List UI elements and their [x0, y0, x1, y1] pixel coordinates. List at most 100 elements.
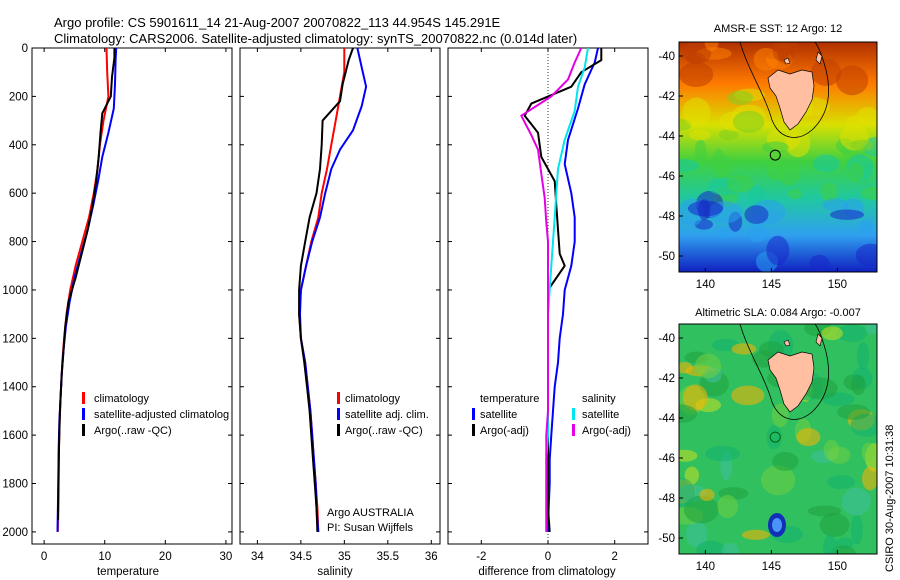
- field-patch: [861, 186, 877, 201]
- field-patch: [717, 494, 738, 519]
- sla-map-frame: [678, 323, 878, 555]
- map-x-tick-label: 150: [828, 561, 847, 573]
- x-tick-label: 30: [220, 551, 233, 563]
- field-patch: [820, 182, 838, 202]
- map-y-tick-label: -48: [658, 493, 675, 505]
- argo-program-label: Argo AUSTRALIA: [327, 507, 414, 519]
- legend-swatch-temp-argo: [472, 424, 475, 436]
- y-tick-label: 1200: [2, 333, 28, 345]
- map-y-tick-label: -46: [658, 453, 675, 465]
- chart-title-line1: Argo profile: CS 5901611_14 21-Aug-2007 …: [54, 15, 501, 30]
- salinity-plot-frame: [239, 47, 441, 545]
- field-patch: [861, 442, 875, 463]
- x-tick-label: 36: [425, 551, 438, 563]
- salinity-xlabel: salinity: [317, 566, 352, 578]
- field-patch: [819, 513, 850, 537]
- x-tick-label: 34: [251, 551, 264, 563]
- sla-islands: [783, 333, 823, 347]
- y-tick-label: 0: [22, 43, 28, 55]
- legend-swatch-sal-argo: [572, 424, 575, 436]
- sla-shelf-contour: [739, 324, 829, 420]
- map-y-tick-label: -46: [658, 171, 675, 183]
- field-patch: [696, 540, 726, 554]
- field-patch: [855, 243, 877, 267]
- map-y-tick-label: -48: [658, 211, 675, 223]
- field-patch: [687, 200, 724, 217]
- series-line: [299, 48, 368, 532]
- field-patch: [862, 466, 877, 491]
- sst-map-panel: AMSR-E SST: 12 Argo: 12 140 145 150 -40 -42 -…: [658, 23, 878, 291]
- x-tick-label: 34.5: [290, 551, 312, 563]
- field-patch: [753, 47, 779, 71]
- legend-label-satellite: satellite adj. clim.: [345, 409, 429, 421]
- sst-field-texture: [679, 42, 877, 272]
- map-y-tick-label: -42: [658, 91, 675, 103]
- map-y-tick-label: -44: [658, 413, 675, 425]
- sst-tasmania-land: [767, 69, 815, 131]
- field-patch: [766, 425, 782, 450]
- field-patch: [704, 42, 719, 52]
- series-line: [57, 48, 116, 520]
- field-patch: [705, 445, 741, 462]
- field-patch: [809, 254, 830, 272]
- field-patch: [850, 139, 874, 152]
- salinity-lines: [298, 48, 368, 532]
- field-patch: [761, 465, 796, 496]
- field-patch: [683, 495, 719, 524]
- temperature-lines: [56, 48, 118, 532]
- x-tick-label: 35.5: [377, 551, 399, 563]
- field-patch: [830, 209, 864, 220]
- salinity-legend: climatology satellite adj. clim. Argo(..…: [337, 392, 429, 437]
- field-patch: [851, 374, 866, 396]
- x-tick-label: 35: [338, 551, 351, 563]
- legend-label-climatology: climatology: [94, 393, 150, 405]
- series-line: [298, 48, 354, 532]
- legend-label-satellite: satellite-adjusted climatolog: [94, 409, 229, 421]
- difference-ticks: -2 0 2: [448, 47, 648, 563]
- field-patch: [762, 141, 789, 154]
- temperature-panel: 0 10 20 30 0 200 400 600 800 1000 1200 1400 1600 1800…: [2, 43, 233, 578]
- y-tick-label: 1400: [2, 382, 28, 394]
- sla-argo-location-marker: [769, 431, 781, 443]
- field-patch: [683, 384, 708, 411]
- field-patch: [679, 404, 698, 423]
- y-tick-label: 200: [9, 91, 28, 103]
- y-tick-label: 1800: [2, 479, 28, 491]
- field-patch: [731, 385, 765, 406]
- legend-label-climatology: climatology: [345, 393, 401, 405]
- field-patch: [836, 324, 868, 343]
- sla-map-panel: Altimetric SLA: 0.084 Argo: -0.007 140 14…: [658, 307, 878, 573]
- field-patch: [694, 353, 722, 379]
- field-patch: [865, 324, 877, 335]
- temperature-plot-frame: [31, 47, 233, 545]
- legend-label-argo: Argo(..raw -QC): [345, 425, 423, 437]
- legend-swatch-argo: [337, 424, 340, 436]
- legend-swatch-temp-satellite: [472, 408, 475, 420]
- temperature-xlabel: temperature: [97, 566, 159, 578]
- legend-swatch-climatology: [337, 392, 340, 404]
- field-patch: [827, 475, 856, 489]
- x-tick-label: 20: [159, 551, 172, 563]
- field-patch: [682, 97, 711, 127]
- legend-swatch-sal-satellite: [572, 408, 575, 420]
- field-patch: [685, 52, 706, 63]
- field-patch: [679, 449, 698, 462]
- field-patch: [836, 65, 869, 96]
- sst-map-frame: [678, 41, 878, 273]
- sla-map-ticks: 140 145 150 -40 -42 -44 -46 -48 -50: [658, 333, 847, 573]
- sla-tasmania-land: [767, 351, 815, 413]
- field-patch: [744, 205, 769, 225]
- map-y-tick-label: -50: [658, 251, 675, 263]
- temperature-legend: climatology satellite-adjusted climatolo…: [82, 392, 229, 437]
- sst-shelf-contour: [739, 42, 829, 138]
- field-patch: [812, 154, 840, 173]
- field-patch: [741, 529, 770, 540]
- field-patch: [684, 466, 699, 485]
- field-patch: [846, 115, 864, 127]
- y-tick-label: 1600: [2, 430, 28, 442]
- difference-xlabel: difference from climatology: [478, 566, 615, 578]
- field-patch: [850, 514, 863, 545]
- legend-label-sal-satellite: satellite: [582, 409, 619, 421]
- series-line: [56, 48, 118, 532]
